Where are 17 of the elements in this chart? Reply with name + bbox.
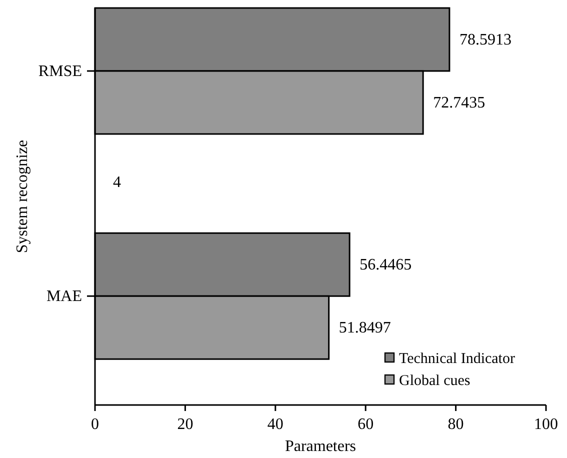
data-label: 72.7435 (433, 94, 486, 112)
x-tick-label: 40 (267, 416, 284, 433)
x-tick-label: 60 (358, 416, 374, 433)
data-label: 51.8497 (338, 320, 391, 337)
x-tick-label: 80 (448, 416, 464, 433)
legend-label: Global cues (399, 373, 470, 389)
x-tick-label: 0 (91, 416, 99, 433)
legend-label: Technical Indicator (399, 351, 515, 367)
data-label: 78.5913 (459, 32, 512, 48)
annotation: 4 (113, 174, 121, 191)
y-tick-label: RMSE (38, 63, 82, 80)
x-tick-label: 20 (177, 416, 194, 433)
x-axis-title: Parameters (284, 438, 356, 455)
data-label: 56.4465 (360, 256, 412, 274)
y-axis-title: System recognize (14, 140, 31, 254)
x-tick-label: 100 (534, 416, 558, 433)
y-tick-label: MAE (46, 288, 82, 306)
